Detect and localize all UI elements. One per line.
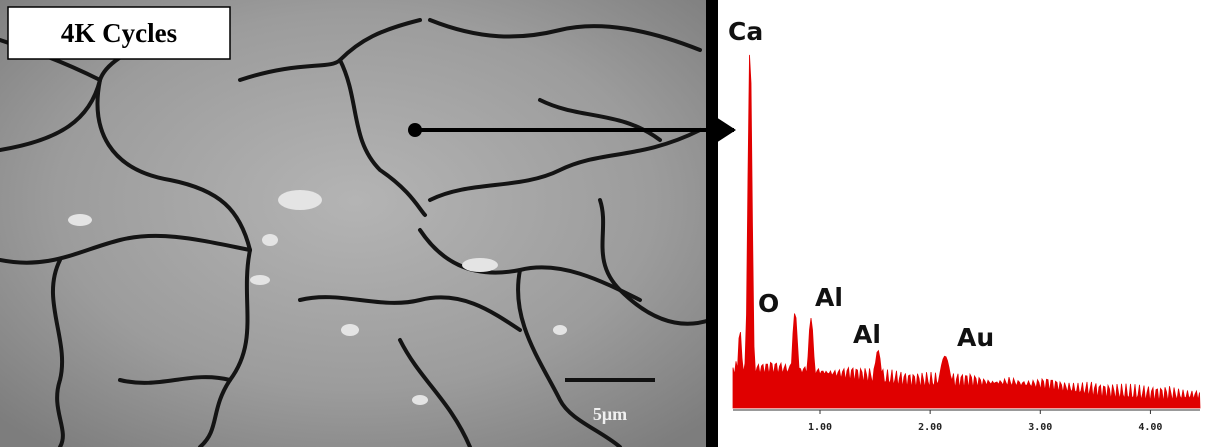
peak-label: Au [957,323,994,352]
sem-panel: 4K Cycles 5μm [0,0,710,447]
spectrum-trace [733,55,1200,408]
divider [706,0,718,447]
x-tick-label: 2.00 [918,422,942,433]
figure: 4K Cycles 5μm 1.00 2.00 3.00 4.00 Ca O Al A… [0,0,1205,447]
arrow-head [716,117,736,143]
x-tick-label: 1.00 [808,422,832,433]
peak-label: Al [815,283,843,312]
peak-label: Ca [728,17,763,46]
x-tick-label: 3.00 [1028,422,1052,433]
sem-label: 4K Cycles [61,18,177,48]
page: {"sem_image": {"label": "4K Cycles", "sc… [0,0,1205,447]
x-tick-label: 4.00 [1138,422,1162,433]
peak-label: Al [853,320,881,349]
spectrum-panel: 1.00 2.00 3.00 4.00 [733,55,1200,433]
scale-bar-label: 5μm [593,404,627,424]
peak-label: O [758,289,779,318]
